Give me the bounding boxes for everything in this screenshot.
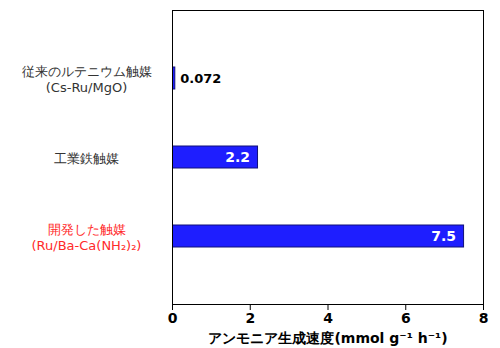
svg-text:4: 4: [323, 310, 333, 326]
svg-text:アンモニア生成速度(mmol g⁻¹ h⁻¹): アンモニア生成速度(mmol g⁻¹ h⁻¹): [208, 330, 447, 346]
svg-text:工業鉄触媒: 工業鉄触媒: [54, 151, 119, 166]
svg-text:従来のルテニウム触媒(Cs-Ru/MgO): 従来のルテニウム触媒(Cs-Ru/MgO): [22, 64, 152, 95]
svg-text:6: 6: [401, 310, 411, 326]
svg-text:0: 0: [168, 310, 178, 326]
svg-text:0.072: 0.072: [180, 71, 221, 86]
svg-text:8: 8: [479, 310, 489, 326]
svg-text:2.2: 2.2: [225, 149, 250, 165]
svg-text:2: 2: [245, 310, 255, 326]
svg-text:7.5: 7.5: [431, 228, 456, 244]
svg-text:開発した触媒(Ru/Ba-Ca(NH₂)₂): 開発した触媒(Ru/Ba-Ca(NH₂)₂): [32, 222, 142, 253]
